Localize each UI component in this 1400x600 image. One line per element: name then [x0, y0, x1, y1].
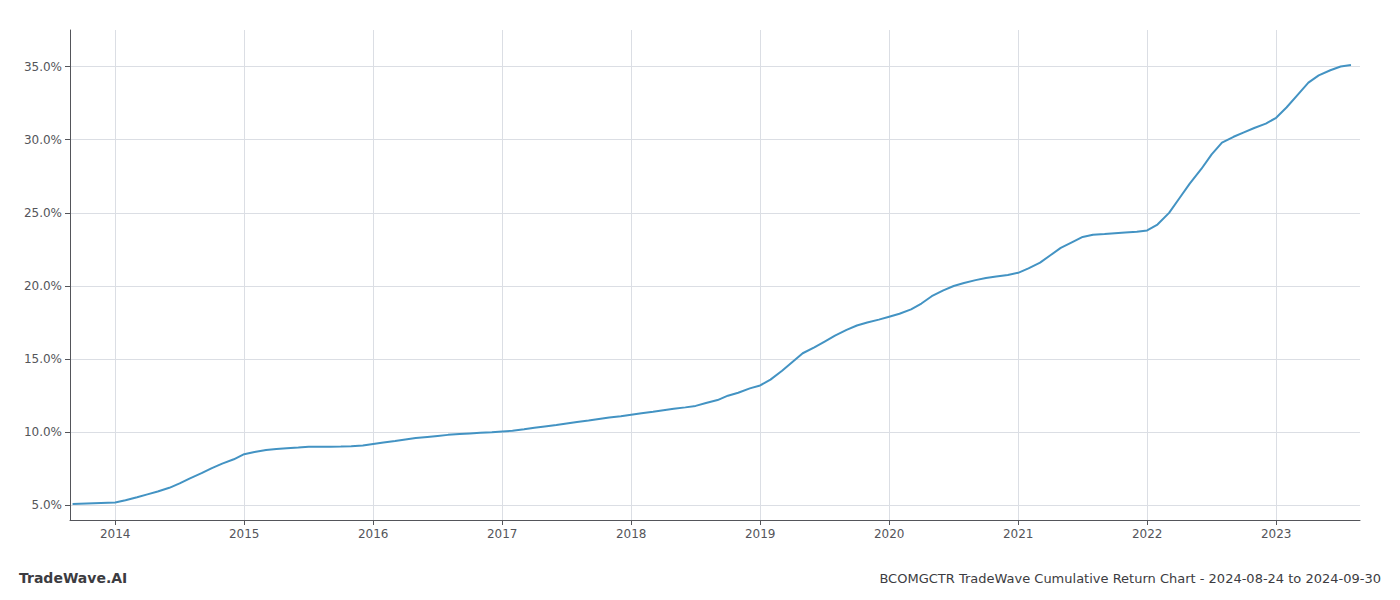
svg-text:20.0%: 20.0%: [24, 279, 62, 293]
svg-text:2018: 2018: [616, 527, 647, 541]
svg-text:BCOMGCTR TradeWave Cumulative: BCOMGCTR TradeWave Cumulative Return Cha…: [879, 571, 1381, 586]
svg-text:2020: 2020: [874, 527, 905, 541]
svg-text:30.0%: 30.0%: [24, 133, 62, 147]
svg-text:2023: 2023: [1261, 527, 1292, 541]
svg-text:2016: 2016: [358, 527, 389, 541]
svg-text:25.0%: 25.0%: [24, 206, 62, 220]
svg-text:2019: 2019: [745, 527, 776, 541]
svg-text:2015: 2015: [229, 527, 260, 541]
svg-text:2017: 2017: [487, 527, 518, 541]
svg-text:15.0%: 15.0%: [24, 352, 62, 366]
svg-text:TradeWave.AI: TradeWave.AI: [19, 570, 127, 586]
svg-text:10.0%: 10.0%: [24, 425, 62, 439]
svg-text:35.0%: 35.0%: [24, 60, 62, 74]
svg-text:2022: 2022: [1132, 527, 1163, 541]
svg-text:2021: 2021: [1003, 527, 1034, 541]
svg-text:5.0%: 5.0%: [32, 498, 63, 512]
svg-text:2014: 2014: [100, 527, 131, 541]
